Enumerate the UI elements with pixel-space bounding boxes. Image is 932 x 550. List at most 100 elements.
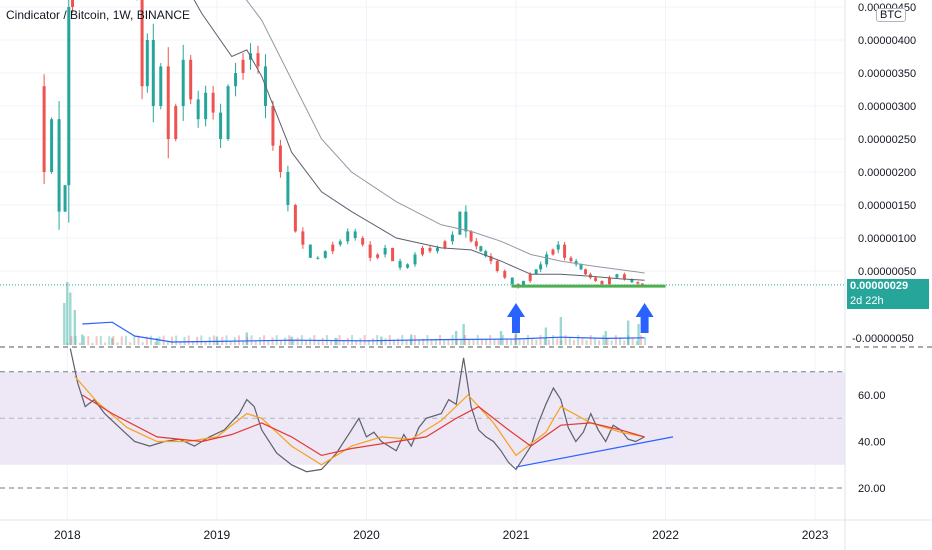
volume-bar xyxy=(179,341,182,345)
volume-bar xyxy=(66,343,69,345)
volume-bar xyxy=(556,338,559,345)
candle-body xyxy=(211,92,215,113)
volume-bar xyxy=(225,335,228,345)
currency-badge[interactable]: BTC xyxy=(876,8,906,22)
volume-bar xyxy=(200,335,203,345)
candle-body xyxy=(421,247,424,255)
candle-body xyxy=(346,231,350,242)
volume-bar xyxy=(196,336,199,345)
volume-bar xyxy=(137,335,140,345)
volume-bar xyxy=(462,324,465,345)
candle-body xyxy=(489,256,493,262)
candle-body xyxy=(464,211,468,232)
volume-bar xyxy=(405,339,408,345)
volume-bar xyxy=(526,335,529,345)
volume-bar xyxy=(447,338,450,345)
volume-bar xyxy=(155,338,159,345)
candle-body xyxy=(484,251,488,257)
volume-bar xyxy=(279,340,282,345)
candle-body xyxy=(140,0,144,87)
volume-series xyxy=(63,282,647,345)
x-tick-label: 2023 xyxy=(802,528,829,542)
y-tick-label: 0.00000100 xyxy=(858,233,916,245)
candle-body xyxy=(353,231,357,238)
volume-bar xyxy=(254,341,257,345)
candle-body xyxy=(584,269,588,275)
candle-body xyxy=(368,244,372,258)
volume-bar xyxy=(141,342,144,345)
volume-bar xyxy=(559,317,563,345)
volume-bar xyxy=(606,337,609,345)
volume-bar xyxy=(78,342,81,345)
volume-bar xyxy=(434,338,437,345)
tick-labels: 2018 2019 2020 2021 2022 2023 0.00000050 0.0000… xyxy=(54,2,916,542)
volume-bar xyxy=(418,339,421,345)
volume-bar xyxy=(133,336,136,345)
volume-bar xyxy=(217,341,220,345)
volume-bar xyxy=(376,335,379,345)
x-tick-label: 2022 xyxy=(652,528,679,542)
candle-body xyxy=(545,254,549,265)
volume-bar xyxy=(489,335,492,345)
volume-bar xyxy=(631,337,634,345)
candle-body xyxy=(301,231,305,245)
candle-body xyxy=(510,277,514,285)
volume-bar xyxy=(166,341,169,345)
volume-bar xyxy=(499,331,503,345)
volume-bar xyxy=(547,339,550,345)
ma_slow-line xyxy=(81,394,645,457)
candle-body xyxy=(458,211,462,235)
volume-bar xyxy=(63,303,66,345)
ma-fast-line xyxy=(193,0,645,281)
volume-bar xyxy=(81,334,84,345)
ma-slow-line xyxy=(245,0,645,274)
ma_fast-line xyxy=(74,376,645,466)
volume-bar xyxy=(87,335,90,345)
price-series xyxy=(0,0,845,333)
y-tick-label: 0.00000400 xyxy=(858,35,916,47)
volume-bar xyxy=(422,338,425,345)
volume-bar xyxy=(476,335,479,345)
grid xyxy=(0,0,845,520)
volume-bar xyxy=(250,335,253,345)
candle-body xyxy=(534,269,538,275)
x-tick-label: 2018 xyxy=(54,528,81,542)
candle-body xyxy=(495,261,499,271)
volume-bar xyxy=(443,339,446,345)
rsi-trendline xyxy=(515,436,674,468)
volume-bar xyxy=(271,337,274,345)
candle-body xyxy=(563,244,567,258)
candle-body xyxy=(607,277,611,285)
candle-body xyxy=(316,257,320,259)
volume-bar xyxy=(66,282,69,345)
volume-bar xyxy=(229,341,232,345)
candle-body xyxy=(234,73,238,87)
volume-bar xyxy=(129,342,132,345)
volume-bar xyxy=(539,335,542,345)
candle-body xyxy=(479,246,483,252)
volume-bar xyxy=(284,337,287,345)
volume-bar xyxy=(501,335,504,345)
volume-bar xyxy=(346,338,349,345)
volume-bar xyxy=(245,332,248,345)
candle-body xyxy=(622,274,626,279)
volume-bar xyxy=(116,342,119,345)
volume-bar xyxy=(589,335,592,345)
volume-bar xyxy=(175,335,178,345)
candle-body xyxy=(469,231,473,242)
candle-body xyxy=(308,244,312,258)
volume-bar xyxy=(637,324,640,345)
volume-bar xyxy=(409,338,412,345)
volume-bar xyxy=(70,336,73,345)
volume-bar xyxy=(351,335,354,345)
volume-bar xyxy=(154,342,157,345)
candle-body xyxy=(600,280,604,285)
candle-body xyxy=(63,185,67,212)
volume-bar xyxy=(640,335,643,345)
candle-body xyxy=(189,59,193,100)
rsi-tick-label: 60.00 xyxy=(858,390,886,402)
y-tick-label: -0.00000050 xyxy=(852,333,914,345)
volume-bar xyxy=(510,339,513,345)
